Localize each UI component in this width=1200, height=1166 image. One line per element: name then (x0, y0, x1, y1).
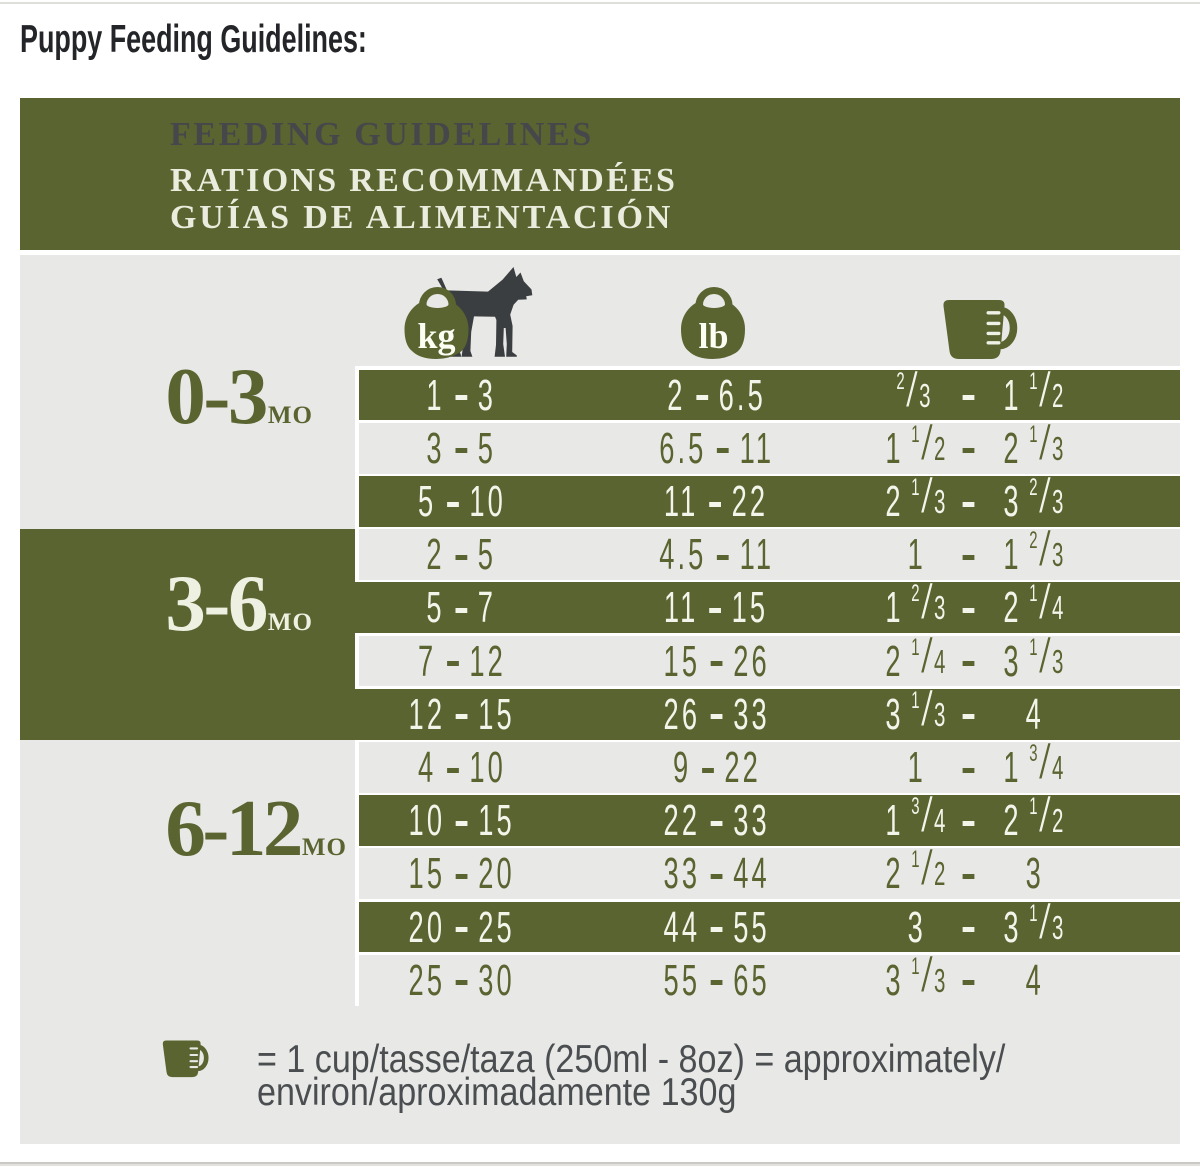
svg-text:kg: kg (417, 316, 455, 356)
svg-text:lb: lb (698, 316, 728, 356)
